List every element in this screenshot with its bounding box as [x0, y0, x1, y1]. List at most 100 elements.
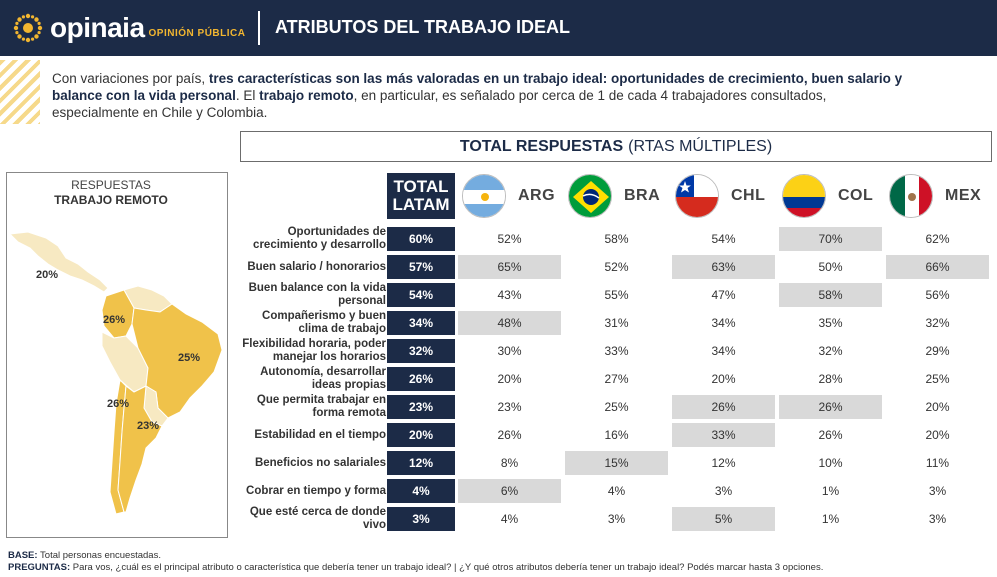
- map-title-line1: RESPUESTAS: [71, 178, 151, 192]
- intro-bold-1: tres características son las más valorad…: [52, 71, 903, 103]
- cell-col: 26%: [779, 395, 882, 419]
- country-code-bra: BRA: [624, 187, 661, 204]
- cell-col: 28%: [818, 372, 843, 386]
- column-header-bra: BRA: [568, 173, 671, 219]
- cell-col: 50%: [818, 260, 843, 274]
- brand-logo[interactable]: opinaia OPINIÓN PÚBLICA: [10, 8, 245, 48]
- row-label: Que permita trabajar en forma remota: [256, 394, 386, 419]
- cell-bra: 52%: [604, 260, 629, 274]
- cell-total-latam: 3%: [387, 507, 455, 531]
- page-title: ATRIBUTOS DEL TRABAJO IDEAL: [275, 17, 571, 37]
- row-label: Buen salario / honorarios: [247, 260, 386, 273]
- footer-base: BASE: Total personas encuestadas.: [8, 550, 823, 562]
- footer-questions: PREGUNTAS: Para vos, ¿cuál es el princip…: [8, 562, 823, 574]
- brand-subtitle: OPINIÓN PÚBLICA: [148, 27, 246, 39]
- argentina-region: [117, 385, 163, 513]
- brazil-flag-icon: [568, 174, 612, 218]
- colombia-flag-icon: [782, 174, 826, 218]
- intro-part-2: . El: [235, 88, 260, 103]
- cell-mex: 66%: [886, 255, 989, 279]
- map-label-argentina: 23%: [137, 420, 160, 432]
- cell-chl: 63%: [672, 255, 775, 279]
- map-title-line2: TRABAJO REMOTO: [54, 193, 168, 207]
- cell-chl: 5%: [672, 507, 775, 531]
- cell-total-latam: 54%: [387, 283, 455, 307]
- latam-map: [8, 231, 223, 515]
- cell-bra: 58%: [604, 232, 629, 246]
- cell-chl: 26%: [672, 395, 775, 419]
- table-title: TOTAL RESPUESTAS (RTAS MÚLTIPLES): [240, 131, 992, 162]
- cell-arg: 20%: [497, 372, 522, 386]
- cell-col: 32%: [818, 344, 843, 358]
- cell-col: 58%: [779, 283, 882, 307]
- brazil-region: [131, 303, 223, 419]
- row-label: Estabilidad en el tiempo: [254, 428, 386, 441]
- row-label: Cobrar en tiempo y forma: [246, 484, 386, 497]
- row-label: Beneficios no salariales: [254, 456, 386, 469]
- cell-col: 1%: [821, 512, 840, 526]
- cell-mex: 32%: [925, 316, 950, 330]
- mexico-region: [8, 231, 109, 293]
- header-bar: opinaia OPINIÓN PÚBLICA ATRIBUTOS DEL TR…: [0, 0, 997, 56]
- header-divider: [258, 11, 260, 45]
- cell-bra: 25%: [604, 400, 629, 414]
- cell-bra: 31%: [604, 316, 629, 330]
- cell-total-latam: 60%: [387, 227, 455, 251]
- table-title-bold: TOTAL RESPUESTAS: [459, 137, 624, 155]
- row-label: Compañerismo y buen clima de trabajo: [262, 310, 386, 335]
- cell-mex: 3%: [928, 512, 947, 526]
- cell-col: 26%: [818, 428, 843, 442]
- cell-total-latam: 12%: [387, 451, 455, 475]
- cell-col: 35%: [818, 316, 843, 330]
- cell-mex: 25%: [925, 372, 950, 386]
- map-label-colombia: 26%: [103, 314, 126, 326]
- intro-part-3: , en particular, es señalado por cerca d…: [52, 88, 827, 120]
- cell-mex: 3%: [928, 484, 947, 498]
- row-label: Oportunidades de crecimiento y desarroll…: [253, 226, 386, 251]
- argentina-flag-icon: [462, 174, 506, 218]
- cell-chl: 33%: [672, 423, 775, 447]
- cell-mex: 20%: [925, 400, 950, 414]
- cell-total-latam: 20%: [387, 423, 455, 447]
- cell-total-latam: 4%: [387, 479, 455, 503]
- cell-bra: 15%: [565, 451, 668, 475]
- intro-part-1: Con variaciones por país,: [52, 71, 209, 86]
- sun-logo-icon: [13, 13, 43, 43]
- table-title-note: (RTAS MÚLTIPLES): [628, 137, 773, 155]
- country-code-col: COL: [838, 187, 874, 204]
- map-label-brazil: 25%: [178, 352, 201, 364]
- cell-total-latam: 57%: [387, 255, 455, 279]
- cell-mex: 11%: [925, 456, 950, 470]
- footer-questions-label: PREGUNTAS:: [8, 562, 71, 573]
- cell-arg: 8%: [500, 456, 519, 470]
- cell-arg: 26%: [497, 428, 522, 442]
- cell-col: 70%: [779, 227, 882, 251]
- cell-mex: 20%: [925, 428, 950, 442]
- chile-flag-icon: [675, 174, 719, 218]
- cell-bra: 55%: [604, 288, 629, 302]
- cell-arg: 43%: [497, 288, 522, 302]
- footer-base-label: BASE:: [8, 550, 38, 561]
- cell-bra: 27%: [604, 372, 629, 386]
- latam-header-line2: LATAM: [392, 195, 450, 214]
- cell-total-latam: 34%: [387, 311, 455, 335]
- country-code-chl: CHL: [731, 187, 766, 204]
- cell-bra: 4%: [607, 484, 626, 498]
- cell-total-latam: 23%: [387, 395, 455, 419]
- intro-text: Con variaciones por país, tres caracterí…: [52, 70, 912, 121]
- cell-arg: 52%: [497, 232, 522, 246]
- country-code-mex: MEX: [945, 187, 982, 204]
- map-label-chile: 26%: [107, 398, 130, 410]
- row-label: Que esté cerca de donde vivo: [249, 506, 386, 531]
- column-header-total-latam: TOTAL LATAM: [387, 173, 455, 219]
- cell-chl: 20%: [711, 372, 736, 386]
- cell-chl: 47%: [711, 288, 736, 302]
- cell-arg: 4%: [500, 512, 519, 526]
- cell-chl: 34%: [711, 316, 736, 330]
- row-label: Buen balance con la vida personal: [248, 282, 386, 307]
- map-panel: [6, 172, 228, 538]
- cell-mex: 62%: [925, 232, 950, 246]
- cell-bra: 16%: [604, 428, 629, 442]
- cell-arg: 6%: [458, 479, 561, 503]
- intro-bold-2: trabajo remoto: [259, 88, 354, 103]
